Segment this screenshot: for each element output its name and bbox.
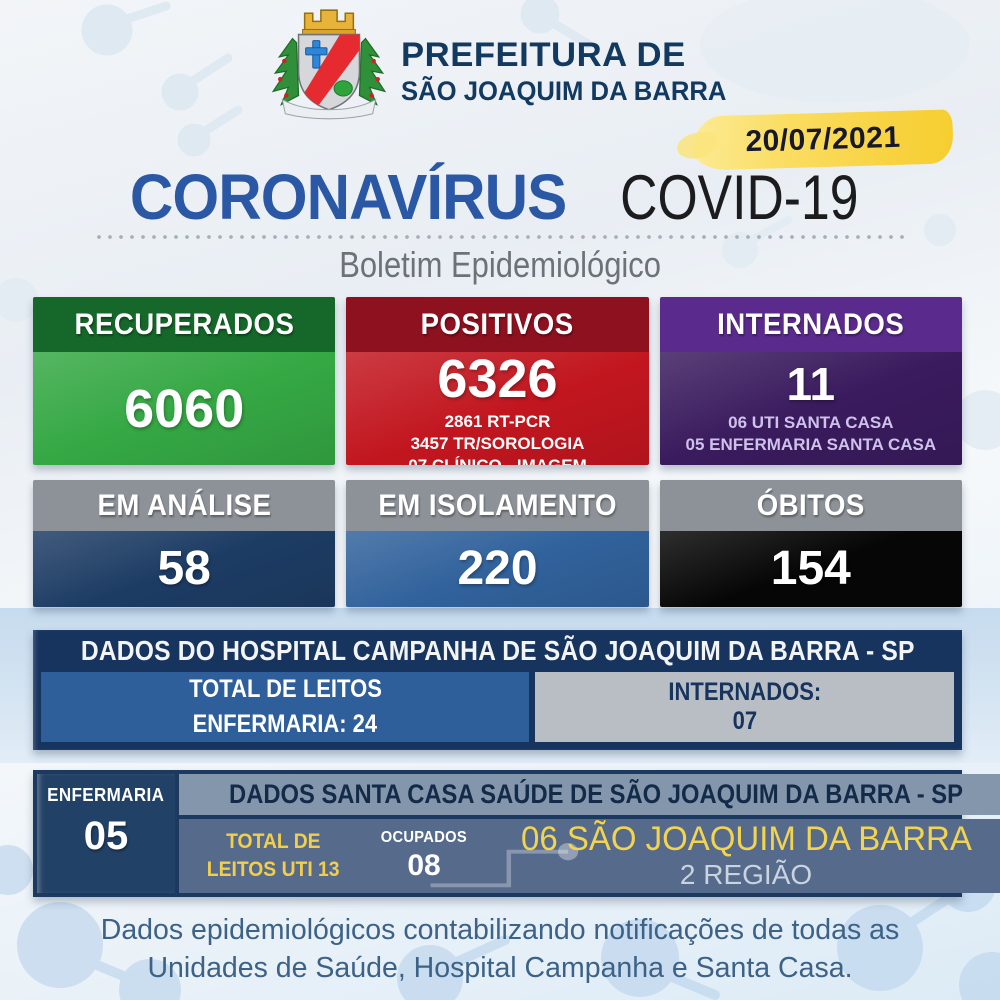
stat-card-value: 220: [457, 542, 538, 595]
organization-name: PREFEITURA DE SÃO JOAQUIM DA BARRA: [401, 36, 744, 107]
stat-card-body: 58: [33, 531, 336, 607]
hospital-leitos-line2: ENFERMARIA: 24: [192, 710, 378, 738]
region-block: 06 SÃO JOAQUIM DA BARRA 2 REGIÃO: [479, 820, 1000, 891]
santa-casa-enfermaria-cell: ENFERMARIA 05: [37, 774, 175, 893]
santa-casa-title: DADOS SANTA CASA SAÚDE DE SÃO JOAQUIM DA…: [179, 774, 1000, 815]
stat-card-header: ÓBITOS: [659, 480, 962, 531]
stat-card-header: EM ISOLAMENTO: [346, 480, 649, 531]
org-name-line2: SÃO JOAQUIM DA BARRA: [401, 76, 727, 106]
stat-card-sublines: 2861 RT-PCR 3457 TR/SOROLOGIA 07 CLÍNICO…: [408, 411, 587, 465]
ocupados-label: OCUPADOS: [380, 829, 468, 846]
title-coronavirus: CORONAVÍRUS: [129, 161, 566, 233]
stat-subline: 2861 RT-PCR: [444, 412, 551, 431]
hospital-leitos-line1: TOTAL DE LEITOS: [188, 675, 382, 703]
region-line1: 06 SÃO JOAQUIM DA BARRA: [520, 820, 972, 859]
footer-note: Dados epidemiológicos contabilizando not…: [0, 912, 1000, 987]
stat-subline: 05 ENFERMARIA SANTA CASA: [685, 435, 937, 454]
stat-card-value: 6326: [437, 349, 558, 409]
stat-card-em-analise: EM ANÁLISE 58: [33, 480, 336, 607]
stat-card-body: 11 06 UTI SANTA CASA 05 ENFERMARIA SANTA…: [659, 352, 962, 465]
santa-casa-section: ENFERMARIA 05 DADOS SANTA CASA SAÚDE DE …: [33, 770, 1000, 897]
stat-card-sublines: 06 UTI SANTA CASA 05 ENFERMARIA SANTA CA…: [686, 412, 937, 456]
subtitle-text: Boletim Epidemiológico: [339, 244, 661, 285]
stats-grid: RECUPERADOS 6060 POSITIVOS 6326 2861 RT-…: [33, 297, 962, 607]
stat-subline: 3457 TR/SOROLOGIA: [410, 434, 585, 454]
subtitle: Boletim Epidemiológico: [0, 244, 1000, 286]
stat-card-body: 154: [659, 531, 962, 607]
stat-card-label: RECUPERADOS: [74, 307, 295, 341]
title-covid19: COVID-19: [619, 163, 859, 233]
hospital-internados-cell: INTERNADOS: 07: [535, 672, 954, 742]
santa-casa-title-text: DADOS SANTA CASA SAÚDE DE SÃO JOAQUIM DA…: [229, 779, 964, 809]
ocupados-value: 08: [407, 849, 441, 882]
stat-subline: 06 UTI SANTA CASA: [728, 412, 894, 432]
stat-card-header: EM ANÁLISE: [33, 480, 336, 531]
stat-card-value: 58: [157, 542, 211, 595]
stat-card-label: POSITIVOS: [421, 307, 574, 341]
hospital-internados-label: INTERNADOS:: [668, 678, 822, 707]
santa-casa-body: TOTAL DE LEITOS UTI 13 OCUPADOS 08 06 SÃ…: [179, 819, 1000, 893]
stat-subline: 07 CLÍNICO - IMAGEM: [408, 455, 587, 465]
stat-card-label: EM ISOLAMENTO: [378, 488, 617, 522]
hospital-campanha-cells: TOTAL DE LEITOS ENFERMARIA: 24 INTERNADO…: [41, 672, 954, 742]
stat-card-body: 220: [346, 531, 649, 607]
stat-card-recuperados: RECUPERADOS 6060: [33, 297, 336, 465]
stat-card-label: INTERNADOS: [717, 307, 905, 341]
connector-line: [430, 843, 579, 888]
stat-card-body: 6326 2861 RT-PCR 3457 TR/SOROLOGIA 07 CL…: [346, 349, 649, 465]
hospital-campanha-title: DADOS DO HOSPITAL CAMPANHA DE SÃO JOAQUI…: [33, 630, 962, 672]
stat-card-positivos: POSITIVOS 6326 2861 RT-PCR 3457 TR/SOROL…: [346, 297, 649, 465]
hospital-campanha-section: DADOS DO HOSPITAL CAMPANHA DE SÃO JOAQUI…: [33, 630, 962, 750]
dotted-separator: [96, 234, 906, 240]
ocupados-block: OCUPADOS 08: [369, 829, 479, 883]
city-coat-of-arms-logo: [271, 9, 387, 120]
stat-card-value: 11: [786, 357, 836, 410]
hospital-campanha-title-text: DADOS DO HOSPITAL CAMPANHA DE SÃO JOAQUI…: [80, 635, 915, 666]
stat-card-label: EM ANÁLISE: [97, 488, 272, 522]
stat-card-internados: INTERNADOS 11 06 UTI SANTA CASA 05 ENFER…: [659, 297, 962, 465]
uti-line2: LEITOS UTI 13: [206, 858, 340, 881]
region-line2: 2 REGIÃO: [679, 859, 813, 891]
bulletin-date: 20/07/2021: [744, 120, 901, 159]
stat-card-label: ÓBITOS: [756, 488, 865, 522]
org-name-line1: PREFEITURA DE: [401, 36, 686, 74]
hospital-internados-value: 07: [732, 707, 757, 735]
stat-card-obitos: ÓBITOS 154: [659, 480, 962, 607]
stat-card-header: INTERNADOS: [659, 297, 962, 352]
hospital-leitos-cell: TOTAL DE LEITOS ENFERMARIA: 24: [41, 672, 530, 742]
footer-line2: Unidades de Saúde, Hospital Campanha e S…: [147, 951, 853, 984]
enfermaria-label: ENFERMARIA: [47, 784, 165, 805]
footer-line1: Dados epidemiológicos contabilizando not…: [100, 914, 900, 946]
main-title: CORONAVÍRUS COVID-19: [0, 160, 1000, 234]
stat-card-value: 6060: [124, 378, 245, 439]
stat-card-header: RECUPERADOS: [33, 297, 336, 352]
enfermaria-value: 05: [83, 814, 129, 858]
stat-card-value: 154: [770, 542, 851, 595]
uti-line1: TOTAL DE: [225, 829, 321, 853]
stat-card-em-isolamento: EM ISOLAMENTO 220: [346, 480, 649, 607]
stat-card-body: 6060: [33, 352, 336, 465]
uti-beds-block: TOTAL DE LEITOS UTI 13: [193, 828, 353, 885]
stat-card-header: POSITIVOS: [346, 297, 649, 352]
santa-casa-right-column: DADOS SANTA CASA SAÚDE DE SÃO JOAQUIM DA…: [179, 774, 1000, 893]
